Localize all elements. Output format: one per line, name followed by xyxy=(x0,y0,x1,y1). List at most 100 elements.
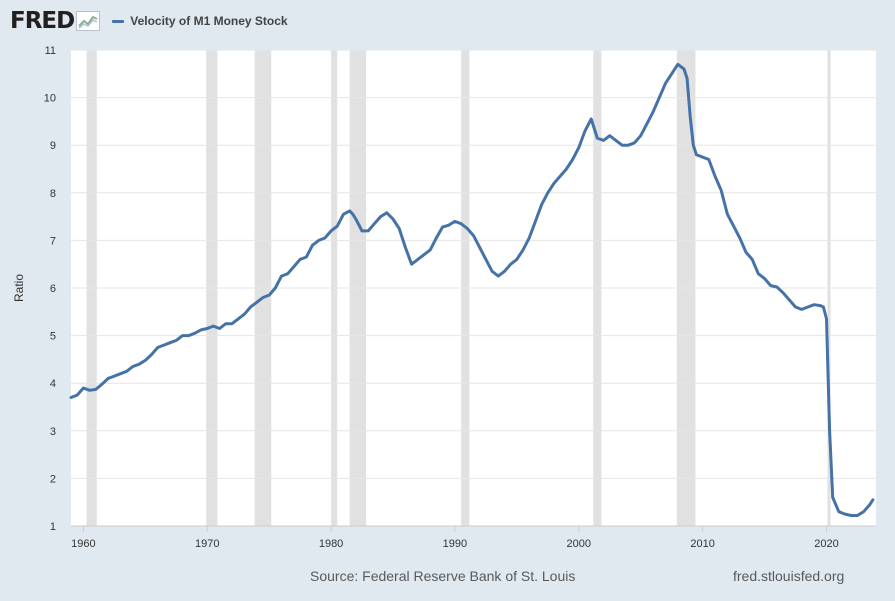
data-point xyxy=(572,159,573,160)
data-point xyxy=(337,226,338,227)
data-point xyxy=(132,366,133,367)
data-point xyxy=(485,259,486,260)
data-point xyxy=(584,130,585,131)
data-point xyxy=(71,397,72,398)
source-note: Source: Federal Reserve Bank of St. Loui… xyxy=(310,568,576,584)
data-point xyxy=(646,123,647,124)
data-point xyxy=(157,347,158,348)
data-point xyxy=(814,304,815,305)
data-point xyxy=(232,323,233,324)
data-point xyxy=(436,238,437,239)
data-point xyxy=(566,169,567,170)
y-tick-label: 10 xyxy=(44,93,56,105)
data-point xyxy=(77,395,78,396)
data-point xyxy=(188,335,189,336)
y-tick-label: 5 xyxy=(50,331,56,343)
x-axis: 1960 1970 1980 1990 2000 2010 2020 xyxy=(71,525,876,550)
data-point xyxy=(603,140,604,141)
data-point xyxy=(609,135,610,136)
data-point xyxy=(733,226,734,227)
data-point xyxy=(362,230,363,231)
data-point xyxy=(634,142,635,143)
data-point xyxy=(300,259,301,260)
data-point xyxy=(510,264,511,265)
data-point xyxy=(182,335,183,336)
data-point xyxy=(640,135,641,136)
data-point xyxy=(516,259,517,260)
data-point xyxy=(702,157,703,158)
data-point xyxy=(529,238,530,239)
data-point xyxy=(108,378,109,379)
data-point xyxy=(324,238,325,239)
data-point xyxy=(615,140,616,141)
data-point xyxy=(201,329,202,330)
data-point xyxy=(820,305,821,306)
data-point xyxy=(727,214,728,215)
legend-label: Velocity of M1 Money Stock xyxy=(130,14,288,28)
data-point xyxy=(807,307,808,308)
data-point xyxy=(194,333,195,334)
chart-legend[interactable]: Velocity of M1 Money Stock xyxy=(112,14,288,28)
data-point xyxy=(386,212,387,213)
x-tick-label: 1960 xyxy=(71,538,95,550)
data-point xyxy=(95,389,96,390)
data-point xyxy=(163,345,164,346)
data-point xyxy=(225,323,226,324)
y-tick-label: 1 xyxy=(50,521,56,533)
legend-swatch xyxy=(112,19,125,23)
data-point xyxy=(758,273,759,274)
data-point xyxy=(684,69,685,70)
y-tick-label: 6 xyxy=(50,283,56,295)
data-point xyxy=(473,235,474,236)
data-point xyxy=(448,225,449,226)
data-point xyxy=(262,297,263,298)
data-point xyxy=(287,273,288,274)
data-point xyxy=(213,326,214,327)
data-point xyxy=(554,183,555,184)
data-point xyxy=(770,285,771,286)
x-tick-label: 1980 xyxy=(319,538,343,550)
data-point xyxy=(863,511,864,512)
data-point xyxy=(832,497,833,498)
data-point xyxy=(355,218,356,219)
data-point xyxy=(461,223,462,224)
data-point xyxy=(541,204,542,205)
data-point xyxy=(343,214,344,215)
data-point xyxy=(318,240,319,241)
data-point xyxy=(708,159,709,160)
data-point xyxy=(665,83,666,84)
data-point xyxy=(275,288,276,289)
data-point xyxy=(680,66,681,67)
data-point xyxy=(331,230,332,231)
data-point xyxy=(523,249,524,250)
data-point xyxy=(690,116,691,117)
data-point xyxy=(752,259,753,260)
data-point xyxy=(467,228,468,229)
y-tick-label: 8 xyxy=(50,188,56,200)
fred-logo[interactable]: FRED xyxy=(10,7,75,34)
data-point xyxy=(851,515,852,516)
data-point xyxy=(83,387,84,388)
series-line-velocity-m1 xyxy=(69,62,875,517)
fred-url-link[interactable]: fred.stlouisfed.org xyxy=(733,568,845,584)
data-point xyxy=(454,221,455,222)
data-point xyxy=(238,318,239,319)
data-point xyxy=(170,342,171,343)
data-point xyxy=(349,210,350,211)
data-point xyxy=(838,511,839,512)
data-point xyxy=(693,145,694,146)
data-point xyxy=(829,430,830,431)
data-point xyxy=(89,390,90,391)
data-point xyxy=(547,192,548,193)
data-point xyxy=(628,145,629,146)
data-point xyxy=(795,307,796,308)
data-point xyxy=(101,384,102,385)
data-point xyxy=(504,271,505,272)
series-layer xyxy=(69,62,875,517)
y-tick-label: 9 xyxy=(50,140,56,152)
data-point xyxy=(776,287,777,288)
data-point xyxy=(492,271,493,272)
data-point xyxy=(139,364,140,365)
data-point xyxy=(826,318,827,319)
y-tick-label: 3 xyxy=(50,426,56,438)
